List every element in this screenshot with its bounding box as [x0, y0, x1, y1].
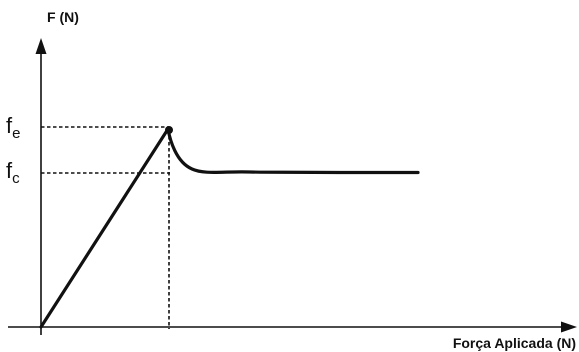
- friction-force-curve: [39, 127, 420, 329]
- peak-point: [165, 126, 173, 134]
- fc-label-subscript: c: [12, 170, 20, 187]
- fe-level-label: fe: [6, 113, 20, 142]
- fe-label-base: f: [6, 113, 13, 138]
- y-axis-arrowhead: [35, 38, 47, 54]
- x-axis-arrowhead: [561, 321, 577, 333]
- fc-label-base: f: [6, 158, 13, 183]
- fe-label-subscript: e: [12, 125, 20, 142]
- fc-level-label: fc: [6, 158, 20, 187]
- x-axis-title: Força Aplicada (N): [453, 335, 576, 351]
- y-axis-title: F (N): [47, 9, 79, 25]
